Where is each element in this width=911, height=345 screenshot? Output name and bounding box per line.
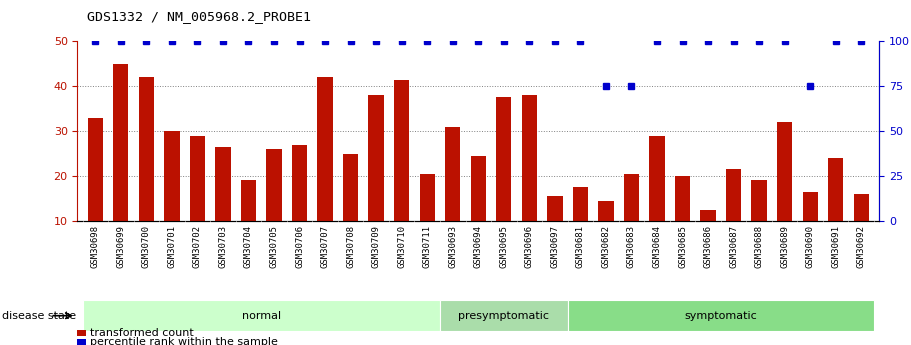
Text: GSM30702: GSM30702 [193, 225, 202, 268]
Bar [548, 196, 562, 221]
Bar [573, 187, 589, 221]
Text: GSM30694: GSM30694 [474, 225, 483, 268]
Bar [241, 180, 256, 221]
Text: GSM30688: GSM30688 [754, 225, 763, 268]
Text: GSM30697: GSM30697 [550, 225, 559, 268]
Text: transformed count: transformed count [89, 328, 193, 338]
Text: GSM30695: GSM30695 [499, 225, 508, 268]
Bar [752, 180, 767, 221]
Text: GSM30689: GSM30689 [780, 225, 789, 268]
Text: GSM30710: GSM30710 [397, 225, 406, 268]
Text: GSM30691: GSM30691 [831, 225, 840, 268]
Bar [624, 174, 640, 221]
Text: GSM30699: GSM30699 [117, 225, 126, 268]
Text: GSM30692: GSM30692 [856, 225, 865, 268]
Text: normal: normal [241, 311, 281, 321]
Text: GSM30698: GSM30698 [91, 225, 100, 268]
Bar [317, 77, 333, 221]
Bar [87, 118, 103, 221]
Bar [828, 158, 844, 221]
Bar [726, 169, 742, 221]
Bar [650, 136, 665, 221]
Text: GSM30690: GSM30690 [805, 225, 814, 268]
Bar [266, 149, 281, 221]
Bar [292, 145, 307, 221]
Bar [777, 122, 793, 221]
Bar [440, 300, 568, 331]
Bar [471, 156, 486, 221]
Text: GSM30706: GSM30706 [295, 225, 304, 268]
Text: GSM30705: GSM30705 [270, 225, 279, 268]
Bar [138, 77, 154, 221]
Text: GSM30708: GSM30708 [346, 225, 355, 268]
Text: GSM30687: GSM30687 [729, 225, 738, 268]
Text: GSM30711: GSM30711 [423, 225, 432, 268]
Bar [77, 339, 86, 345]
Text: GSM30685: GSM30685 [678, 225, 687, 268]
Bar [701, 209, 716, 221]
Bar [368, 95, 384, 221]
Bar [675, 176, 691, 221]
Text: GSM30681: GSM30681 [576, 225, 585, 268]
Text: GSM30700: GSM30700 [142, 225, 151, 268]
Bar [394, 79, 409, 221]
Bar [522, 95, 537, 221]
Text: GDS1332 / NM_005968.2_PROBE1: GDS1332 / NM_005968.2_PROBE1 [87, 10, 311, 23]
Text: percentile rank within the sample: percentile rank within the sample [89, 337, 278, 345]
Bar [854, 194, 869, 221]
Bar [803, 192, 818, 221]
Text: GSM30683: GSM30683 [627, 225, 636, 268]
Bar [420, 174, 435, 221]
Bar [215, 147, 230, 221]
Text: GSM30682: GSM30682 [601, 225, 610, 268]
Bar [83, 300, 440, 331]
Text: GSM30703: GSM30703 [219, 225, 228, 268]
Bar [445, 127, 460, 221]
Bar [343, 154, 358, 221]
Text: GSM30704: GSM30704 [244, 225, 253, 268]
Text: disease state: disease state [2, 311, 76, 321]
Bar [113, 64, 128, 221]
Bar [164, 131, 179, 221]
Bar [599, 201, 614, 221]
Bar [568, 300, 874, 331]
Text: symptomatic: symptomatic [684, 311, 757, 321]
Text: GSM30707: GSM30707 [321, 225, 330, 268]
Bar [77, 330, 86, 336]
Text: presymptomatic: presymptomatic [458, 311, 549, 321]
Text: GSM30684: GSM30684 [652, 225, 661, 268]
Bar [496, 97, 511, 221]
Text: GSM30696: GSM30696 [525, 225, 534, 268]
Text: GSM30709: GSM30709 [372, 225, 381, 268]
Text: GSM30701: GSM30701 [168, 225, 177, 268]
Bar [189, 136, 205, 221]
Text: GSM30693: GSM30693 [448, 225, 457, 268]
Text: GSM30686: GSM30686 [703, 225, 712, 268]
